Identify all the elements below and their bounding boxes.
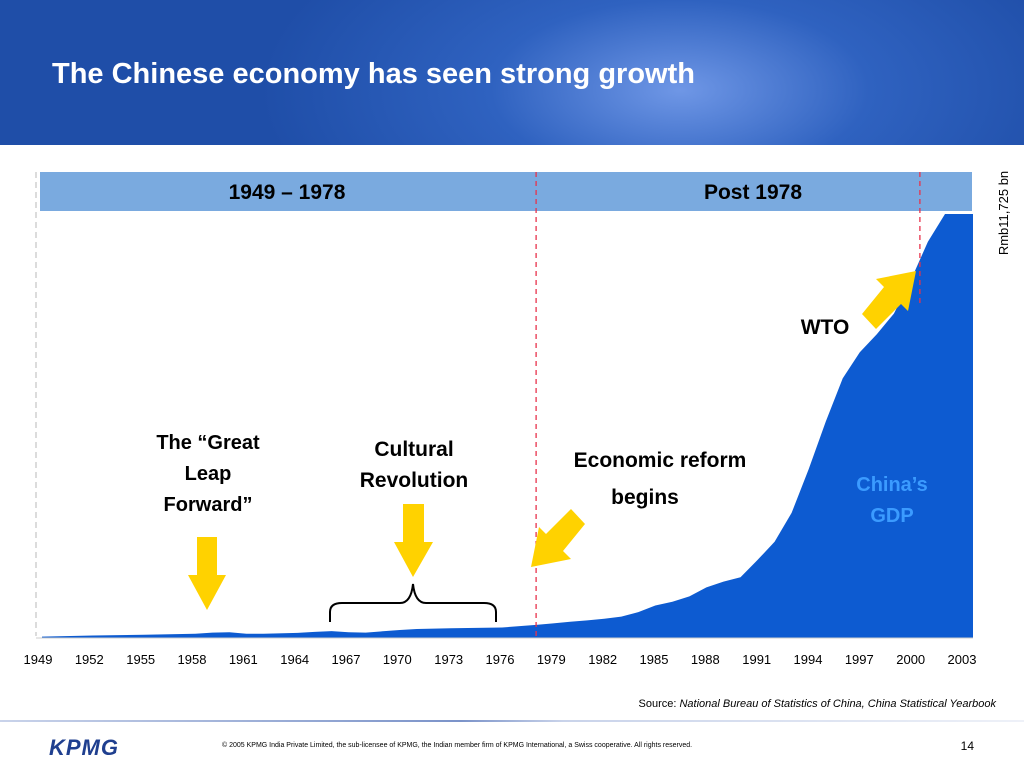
logo-text: KPMG: [49, 735, 119, 760]
x-tick-label: 1964: [280, 652, 309, 667]
down-arrow-icon: [188, 537, 226, 610]
period-band: [40, 172, 972, 211]
source-prefix: Source:: [638, 698, 680, 710]
diagonal-arrow-icon: [531, 509, 585, 567]
great-leap-forward-annotation: The “Great Leap Forward”: [156, 432, 260, 610]
x-tick-label: 1991: [742, 652, 771, 667]
down-arrow-icon: [394, 504, 433, 577]
wto-annotation: WTO: [801, 271, 916, 339]
economic-reform-line-2: begins: [611, 486, 679, 509]
economic-reform-line-1: Economic reform: [574, 449, 747, 472]
footer-divider: [0, 720, 1024, 722]
diagonal-arrow-icon: [862, 271, 916, 329]
x-tick-label: 1955: [126, 652, 155, 667]
x-tick-label: 2000: [896, 652, 925, 667]
great-leap-line-1: The “Great: [156, 432, 260, 454]
x-tick-label: 1979: [537, 652, 566, 667]
x-tick-label: 1976: [486, 652, 515, 667]
page-number: 14: [960, 739, 974, 753]
curly-brace-icon: [329, 583, 497, 622]
y-max-annotation: Rmb11,725 bn: [996, 171, 1011, 255]
x-tick-label: 1994: [794, 652, 823, 667]
x-tick-label: 1958: [178, 652, 207, 667]
wto-label: WTO: [801, 316, 850, 339]
great-leap-line-2: Leap: [185, 463, 232, 485]
x-tick-label: 1982: [588, 652, 617, 667]
gdp-label-line-1: China’s: [856, 474, 928, 496]
x-tick-label: 1949: [24, 652, 53, 667]
x-tick-label: 1973: [434, 652, 463, 667]
cultural-revolution-line-1: Cultural: [374, 438, 453, 461]
x-tick-label: 1997: [845, 652, 874, 667]
x-tick-label: 1988: [691, 652, 720, 667]
x-tick-label: 1967: [332, 652, 361, 667]
x-tick-label: 1970: [383, 652, 412, 667]
source-note: Source: National Bureau of Statistics of…: [639, 698, 997, 710]
period-label-pre-1978: 1949 – 1978: [229, 181, 346, 204]
slide-title: The Chinese economy has seen strong grow…: [52, 58, 695, 90]
cultural-revolution-annotation: Cultural Revolution: [329, 438, 497, 622]
slide-header: The Chinese economy has seen strong grow…: [0, 0, 1024, 145]
x-tick-label: 1952: [75, 652, 104, 667]
gdp-area: [42, 214, 973, 638]
kpmg-logo: KPMG: [45, 733, 123, 761]
economic-reform-annotation: Economic reform begins: [531, 449, 746, 567]
period-label-post-1978: Post 1978: [704, 181, 802, 204]
cultural-revolution-line-2: Revolution: [360, 469, 469, 492]
source-reference: National Bureau of Statistics of China, …: [679, 698, 996, 710]
x-tick-label: 1985: [640, 652, 669, 667]
copyright-text: © 2005 KPMG India Private Limited, the s…: [222, 742, 693, 749]
gdp-label-line-2: GDP: [870, 505, 913, 527]
x-tick-label: 1961: [229, 652, 258, 667]
x-tick-label: 2003: [948, 652, 977, 667]
great-leap-line-3: Forward”: [164, 494, 253, 516]
gdp-series-label: China’s GDP: [856, 474, 928, 527]
